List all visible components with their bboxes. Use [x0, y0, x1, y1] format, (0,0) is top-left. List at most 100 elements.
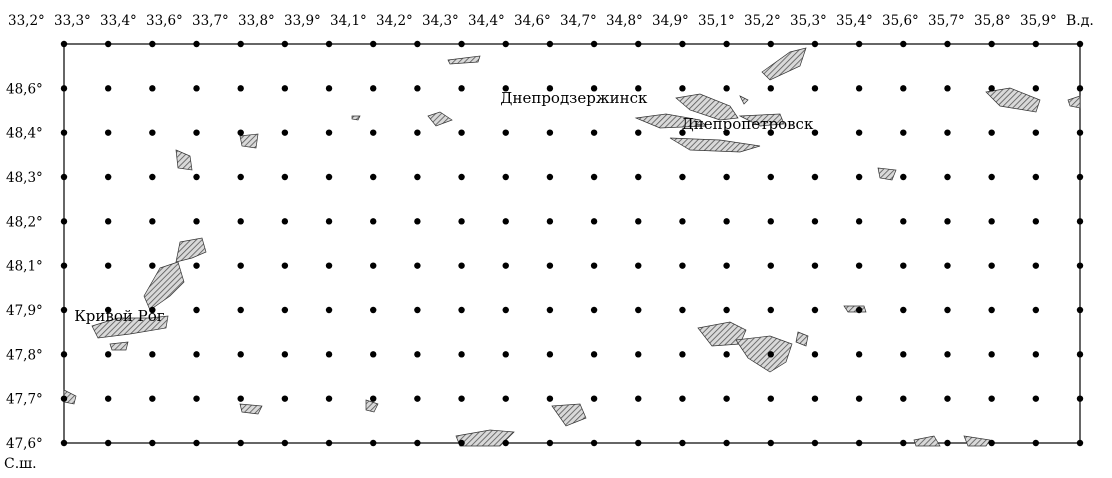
grid-point [944, 395, 951, 402]
grid-point [104, 173, 112, 181]
grid-point [988, 129, 995, 136]
longitude-tick-label: 33,6° [146, 13, 183, 29]
longitude-tick-label: 35,8° [974, 13, 1011, 29]
grid-point [900, 129, 907, 136]
grid-point [1076, 218, 1084, 225]
place-labels: Днепродзержинск Днепропетровск Кривой Рог [74, 89, 814, 325]
grid-point [325, 306, 333, 314]
grid-point [546, 351, 554, 358]
hatched-area [963, 435, 991, 447]
hatched-area [739, 95, 749, 105]
grid-point [900, 218, 907, 225]
grid-point [281, 306, 289, 314]
grid-point [900, 173, 907, 181]
grid-point [767, 173, 774, 181]
grid-point [414, 40, 421, 48]
grid-point [767, 129, 774, 136]
grid-point [590, 85, 598, 92]
grid-point [370, 218, 377, 225]
grid-point [149, 306, 156, 314]
longitude-tick-label: 34,4° [468, 13, 505, 29]
hatched-area [761, 47, 807, 81]
place-dnepropetrovsk: Днепропетровск [682, 115, 814, 133]
grid-point [944, 262, 951, 269]
grid-point [414, 262, 421, 269]
grid-point [281, 40, 289, 48]
grid-point [988, 395, 995, 402]
grid-point [944, 40, 951, 48]
grid-point [988, 262, 995, 269]
grid-point [281, 262, 289, 269]
hatched-area [985, 87, 1041, 113]
latitude-tick-label: 48,2° [6, 214, 43, 230]
grid-point [60, 439, 68, 447]
grid-point [281, 351, 289, 358]
grid-point [546, 306, 554, 314]
hatched-area [175, 149, 193, 171]
grid-point [502, 218, 509, 225]
grid-point [679, 40, 686, 48]
grid-point [325, 218, 333, 225]
hatched-area [669, 137, 761, 153]
place-krivoy-rog: Кривой Рог [74, 307, 165, 325]
grid-point [811, 439, 819, 447]
grid-point [811, 40, 819, 48]
longitude-tick-label: 35,6° [882, 13, 919, 29]
grid-point [811, 85, 819, 92]
grid-point [1032, 351, 1040, 358]
grid-point [370, 262, 377, 269]
grid-point [767, 85, 774, 92]
grid-point [811, 262, 819, 269]
longitude-tick-labels: 33,2° 33,3° 33,4° 33,6° 33,7° 33,8° 33,9° 34,1°… [8, 13, 1057, 29]
grid-point [900, 439, 907, 447]
grid-point [104, 218, 112, 225]
grid-point [193, 395, 200, 402]
grid-point [546, 262, 554, 269]
hatched-area [175, 237, 207, 263]
latitude-tick-label: 47,8° [6, 347, 43, 363]
hatched-area [351, 115, 361, 121]
grid-point [60, 173, 68, 181]
hatched-area [239, 133, 259, 149]
grid-point [370, 173, 377, 181]
grid-point [1032, 129, 1040, 136]
grid-point [944, 129, 951, 136]
grid-point [458, 85, 465, 92]
grid-point [723, 40, 730, 48]
grid-point [855, 173, 863, 181]
grid-point [237, 439, 244, 447]
grid-point [237, 173, 244, 181]
latitude-tick-label: 47,6° [6, 436, 43, 452]
grid-point [900, 85, 907, 92]
grid-point [414, 129, 421, 136]
grid-point [988, 306, 995, 314]
grid-point [944, 351, 951, 358]
longitude-tick-label: 33,8° [238, 13, 275, 29]
hatched-area [91, 315, 169, 339]
grid-point [104, 40, 112, 48]
grid-point [237, 218, 244, 225]
grid-point [104, 439, 112, 447]
hatched-areas [63, 47, 1081, 447]
grid-point [149, 262, 156, 269]
grid-point [458, 306, 465, 314]
grid-point [1032, 85, 1040, 92]
grid-point [193, 129, 200, 136]
map-frame [63, 43, 1081, 444]
grid-point [237, 85, 244, 92]
grid-point [502, 129, 509, 136]
grid-point [635, 306, 642, 314]
grid-point [723, 173, 730, 181]
grid-point [590, 173, 598, 181]
longitude-tick-label: 33,2° [8, 13, 45, 29]
grid-point [767, 40, 774, 48]
longitude-tick-label: 33,9° [284, 13, 321, 29]
grid-point [1032, 439, 1040, 447]
latitude-tick-label: 48,3° [6, 170, 43, 186]
latitude-tick-label: 47,7° [6, 392, 43, 408]
grid-point [414, 439, 421, 447]
grid-point [635, 173, 642, 181]
grid-point [900, 40, 907, 48]
grid-point [679, 129, 686, 136]
